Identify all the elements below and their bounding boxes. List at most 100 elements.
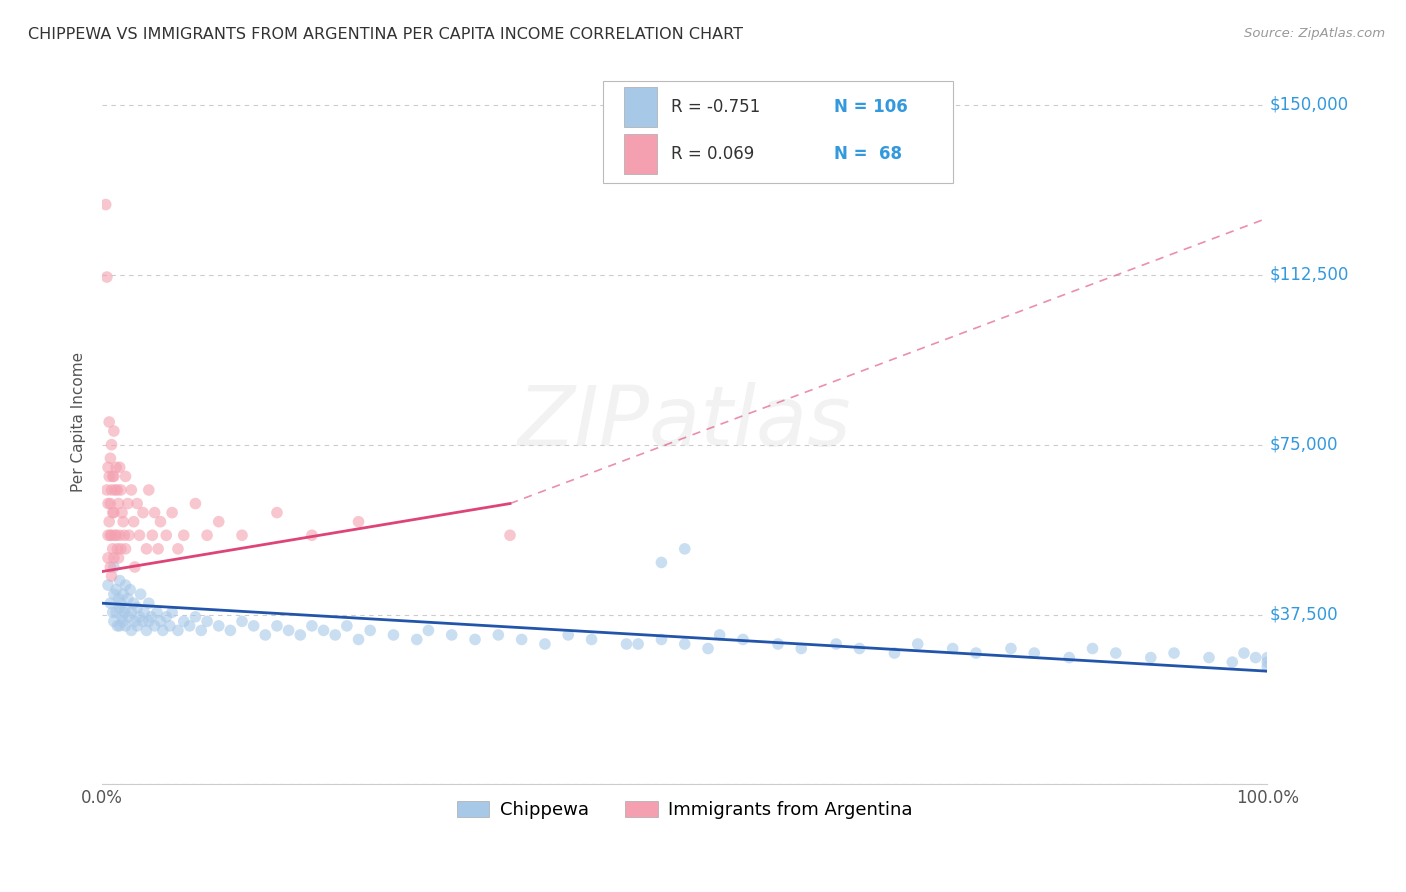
Point bbox=[139, 609, 162, 624]
Point bbox=[323, 628, 346, 642]
Point bbox=[347, 515, 370, 529]
Point bbox=[440, 628, 463, 642]
Point bbox=[510, 632, 533, 647]
Point bbox=[1081, 641, 1104, 656]
Point bbox=[160, 605, 183, 619]
Point bbox=[149, 615, 172, 629]
Point bbox=[124, 560, 146, 574]
Point bbox=[135, 624, 157, 638]
Point bbox=[108, 619, 131, 633]
Text: $75,000: $75,000 bbox=[1270, 435, 1339, 454]
Point bbox=[100, 483, 122, 497]
Point bbox=[159, 619, 181, 633]
Point bbox=[127, 619, 149, 633]
Point bbox=[134, 605, 156, 619]
Point bbox=[105, 483, 128, 497]
Point bbox=[138, 483, 160, 497]
Point bbox=[1139, 650, 1161, 665]
Point bbox=[616, 637, 638, 651]
Point bbox=[167, 624, 190, 638]
Point bbox=[105, 582, 128, 597]
Point bbox=[581, 632, 603, 647]
Point bbox=[107, 550, 129, 565]
Point bbox=[103, 615, 125, 629]
Point bbox=[117, 497, 139, 511]
FancyBboxPatch shape bbox=[603, 81, 953, 183]
Point bbox=[184, 609, 207, 624]
Point bbox=[120, 483, 142, 497]
Point bbox=[1000, 641, 1022, 656]
Point bbox=[942, 641, 965, 656]
Point bbox=[104, 483, 127, 497]
Point bbox=[108, 574, 131, 588]
Point bbox=[135, 541, 157, 556]
Point bbox=[825, 637, 848, 651]
Point bbox=[120, 582, 142, 597]
Point bbox=[117, 591, 139, 606]
Point bbox=[1256, 650, 1278, 665]
Point bbox=[127, 497, 149, 511]
Point bbox=[766, 637, 789, 651]
Point bbox=[208, 515, 231, 529]
Point bbox=[195, 615, 218, 629]
Point bbox=[138, 596, 160, 610]
Point bbox=[965, 646, 987, 660]
Point bbox=[208, 619, 231, 633]
Point bbox=[112, 528, 135, 542]
Text: R = -0.751: R = -0.751 bbox=[671, 98, 761, 116]
Point bbox=[336, 619, 359, 633]
Point bbox=[100, 528, 122, 542]
Point bbox=[499, 528, 522, 542]
Point bbox=[96, 270, 118, 285]
Point bbox=[112, 515, 135, 529]
Point bbox=[103, 424, 125, 438]
Point bbox=[1256, 659, 1278, 673]
Point bbox=[464, 632, 486, 647]
Point bbox=[231, 615, 253, 629]
Point bbox=[105, 541, 128, 556]
Point bbox=[98, 415, 121, 429]
Point bbox=[108, 528, 131, 542]
Point bbox=[650, 632, 672, 647]
Point bbox=[98, 596, 121, 610]
Point bbox=[111, 609, 134, 624]
Point bbox=[301, 528, 323, 542]
Point bbox=[219, 624, 242, 638]
Point bbox=[184, 497, 207, 511]
Point bbox=[108, 600, 131, 615]
Point bbox=[155, 609, 177, 624]
Point bbox=[1057, 650, 1080, 665]
Point bbox=[108, 460, 131, 475]
Text: CHIPPEWA VS IMMIGRANTS FROM ARGENTINA PER CAPITA INCOME CORRELATION CHART: CHIPPEWA VS IMMIGRANTS FROM ARGENTINA PE… bbox=[28, 27, 744, 42]
Point bbox=[534, 637, 557, 651]
Point bbox=[141, 528, 163, 542]
Text: R = 0.069: R = 0.069 bbox=[671, 145, 754, 163]
Point bbox=[790, 641, 813, 656]
Point bbox=[132, 615, 155, 629]
Point bbox=[290, 628, 312, 642]
Point bbox=[160, 506, 183, 520]
Point bbox=[100, 438, 122, 452]
Point bbox=[167, 541, 190, 556]
Point bbox=[1163, 646, 1185, 660]
Point bbox=[486, 628, 509, 642]
Point bbox=[105, 460, 128, 475]
Point bbox=[94, 197, 117, 211]
Text: $37,500: $37,500 bbox=[1270, 606, 1339, 624]
Point bbox=[114, 619, 136, 633]
Point bbox=[114, 578, 136, 592]
Point bbox=[132, 506, 155, 520]
Point bbox=[418, 624, 440, 638]
Point bbox=[120, 605, 142, 619]
Point bbox=[1220, 655, 1243, 669]
Point bbox=[359, 624, 381, 638]
Point bbox=[105, 619, 128, 633]
Point bbox=[110, 483, 132, 497]
Point bbox=[143, 506, 166, 520]
Point bbox=[254, 628, 277, 642]
Point bbox=[231, 528, 253, 542]
Point bbox=[122, 515, 145, 529]
Point bbox=[98, 451, 121, 466]
Y-axis label: Per Capita Income: Per Capita Income bbox=[72, 352, 86, 492]
Point bbox=[127, 600, 149, 615]
